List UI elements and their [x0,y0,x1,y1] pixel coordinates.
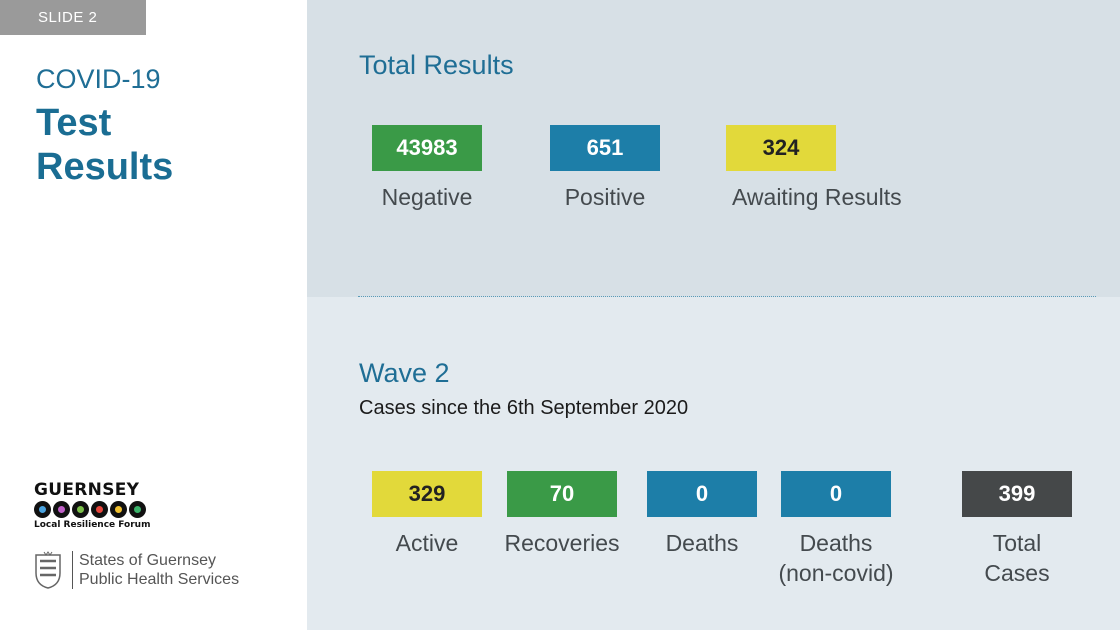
awaiting-value-box: 324 [726,125,836,171]
total-cases-label-line2: Cases [984,560,1050,586]
states-text: States of Guernsey Public Health Service… [72,551,239,589]
wave2-heading: Wave 2 [359,358,450,388]
total-cases-label-line1: Total [992,530,1042,556]
guernsey-crest-icon [35,551,61,589]
wave2-panel [307,297,1120,630]
states-of-guernsey-logo: States of Guernsey Public Health Service… [34,551,239,589]
page-title-line1: Test [36,102,112,144]
section-divider [358,296,1096,297]
recoveries-label: Recoveries [504,530,620,556]
deaths-label: Deaths [665,530,739,556]
deaths-noncovid-label-line2: (non-covid) [778,560,894,586]
guernsey-wordmark: GUERNSEY [34,480,140,500]
total-cases-value-box: 399 [962,471,1072,517]
deaths-noncovid-value-box: 0 [781,471,891,517]
lrf-circles-icon [34,501,154,518]
positive-value-box: 651 [550,125,660,171]
slide-number-tag: SLIDE 2 [0,0,146,35]
left-panel [0,0,307,630]
guernsey-lrf-logo: GUERNSEY Local Resilience Forum [34,480,154,530]
states-line1: States of Guernsey [79,552,216,569]
page-subtitle: COVID-19 [36,64,161,94]
active-value-box: 329 [372,471,482,517]
positive-label: Positive [564,184,646,210]
wave2-subheading: Cases since the 6th September 2020 [359,397,689,419]
deaths-noncovid-label: Deaths (non-covid) [766,528,906,588]
negative-value-box: 43983 [372,125,482,171]
deaths-value-box: 0 [647,471,757,517]
negative-label: Negative [381,184,473,210]
total-cases-label: Total Cases [952,528,1082,588]
states-line2: Public Health Services [79,571,240,588]
page-title-line2: Results [36,146,174,188]
lrf-forum-text: Local Resilience Forum [34,520,151,530]
recoveries-value-box: 70 [507,471,617,517]
total-results-heading: Total Results [359,50,514,80]
awaiting-label: Awaiting Results [732,184,902,210]
page-title: Test Results [36,101,173,189]
deaths-noncovid-label-line1: Deaths [799,530,873,556]
active-label: Active [395,530,459,556]
